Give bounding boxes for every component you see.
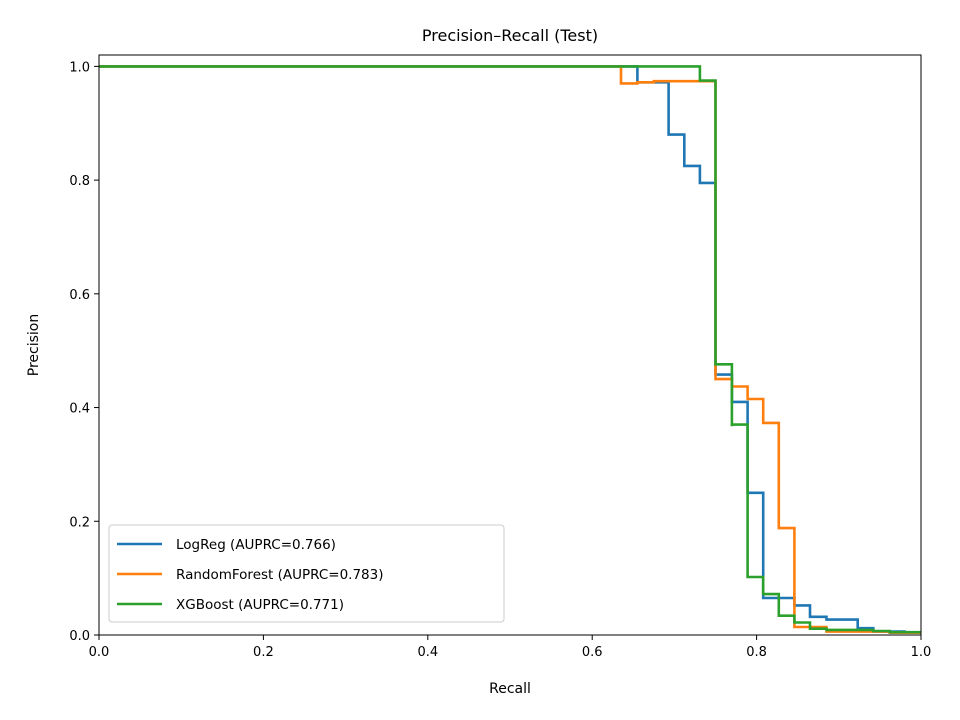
x-tick-label: 1.0: [911, 645, 932, 660]
legend-box: [108, 524, 505, 623]
series-line-3: [99, 65, 921, 634]
y-tick-label: 0.2: [69, 515, 90, 530]
legend-label: RandomForest (AUPRC=0.783): [176, 567, 384, 583]
y-tick-label: 0.4: [69, 402, 90, 417]
x-tick-label: 0.0: [89, 645, 110, 660]
x-tick-label: 0.2: [253, 645, 274, 660]
y-tick-label: 0.6: [69, 288, 90, 303]
y-tick-label: 0.0: [69, 629, 90, 644]
y-tick-label: 1.0: [69, 60, 90, 75]
series-line-1: [99, 65, 921, 634]
axes-ticks: 0.0 0.2 0.4 0.6 0.8 1.0 0.0 0.2 0.4 0.6 0.8 1.0: [69, 60, 931, 660]
plot-frame: [98, 54, 922, 636]
chart-title: Precision–Recall (Test): [422, 26, 598, 45]
legend-label: LogReg (AUPRC=0.766): [176, 537, 336, 553]
legend: LogReg (AUPRC=0.766) RandomForest (AUPRC=…: [108, 524, 505, 623]
x-axis-label: Recall: [489, 681, 531, 697]
x-tick-label: 0.6: [582, 645, 603, 660]
y-tick-label: 0.8: [69, 174, 90, 189]
y-axis-label: Precision: [26, 314, 42, 376]
x-tick-label: 0.8: [746, 645, 767, 660]
legend-label: XGBoost (AUPRC=0.771): [176, 597, 344, 613]
x-tick-label: 0.4: [417, 645, 438, 660]
plot-area: [99, 65, 921, 634]
